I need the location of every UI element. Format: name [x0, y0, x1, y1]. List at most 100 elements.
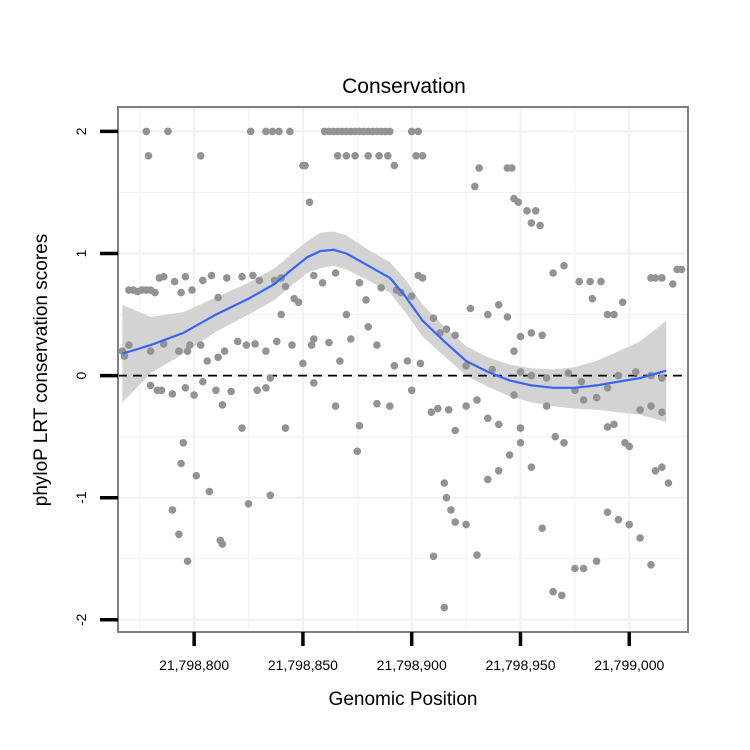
data-point	[181, 272, 190, 281]
data-point	[331, 402, 340, 410]
data-point	[273, 337, 281, 346]
data-point	[505, 451, 514, 459]
data-point	[157, 386, 166, 395]
x-axis: 21,798,800 21,798,850 21,798,900 21,798,950…	[159, 632, 665, 673]
data-point	[484, 310, 492, 319]
data-point	[429, 552, 438, 561]
data-point	[146, 381, 155, 390]
data-point	[592, 557, 601, 565]
data-point	[651, 467, 660, 475]
data-point	[310, 335, 318, 343]
data-point	[164, 127, 172, 136]
data-point	[510, 347, 518, 356]
data-point	[538, 524, 546, 532]
data-point	[407, 127, 416, 136]
data-point	[294, 298, 303, 307]
data-point	[527, 463, 536, 472]
data-point	[603, 423, 612, 431]
data-point	[516, 368, 525, 376]
data-point	[429, 314, 438, 323]
data-point	[527, 329, 536, 337]
data-point	[442, 493, 451, 502]
data-point	[603, 310, 612, 319]
data-point	[286, 127, 294, 136]
data-point	[205, 487, 214, 496]
y-tick-label: 2	[73, 127, 89, 135]
data-point	[427, 408, 436, 417]
data-point	[168, 390, 177, 398]
data-point	[373, 399, 381, 408]
data-point	[412, 152, 420, 160]
data-point	[564, 369, 573, 378]
data-point	[610, 420, 618, 429]
data-point	[451, 518, 460, 526]
data-point	[451, 426, 460, 435]
data-point	[214, 353, 222, 362]
data-point	[588, 294, 597, 303]
data-point	[386, 127, 394, 136]
data-point	[244, 500, 253, 508]
data-point	[418, 152, 427, 160]
data-point	[190, 391, 198, 399]
data-point	[527, 219, 536, 227]
data-point	[373, 341, 381, 349]
data-point	[355, 279, 364, 287]
data-point	[451, 331, 460, 340]
data-point	[390, 362, 399, 370]
data-point	[262, 384, 270, 392]
data-point	[268, 127, 277, 136]
smooth-trend-line	[122, 248, 667, 389]
data-point	[196, 341, 205, 349]
data-point	[473, 551, 481, 559]
data-point	[523, 207, 531, 215]
x-tick-label: 21,798,800	[159, 657, 229, 673]
data-point	[170, 277, 179, 286]
data-point	[669, 280, 677, 288]
data-point	[551, 432, 560, 441]
data-point	[651, 274, 660, 282]
data-point	[447, 506, 455, 514]
chart-title: Conservation	[342, 75, 466, 98]
data-point	[494, 420, 503, 429]
data-point	[336, 357, 344, 365]
plot-border	[117, 106, 689, 633]
data-point	[351, 152, 359, 160]
data-point	[364, 323, 373, 331]
data-point	[549, 587, 557, 596]
data-point	[144, 152, 153, 160]
data-point	[253, 386, 261, 395]
data-point	[355, 421, 364, 430]
data-point	[516, 424, 525, 432]
data-point	[305, 198, 314, 206]
data-point	[440, 603, 449, 612]
data-point	[579, 564, 588, 573]
data-point	[220, 347, 229, 356]
data-point	[177, 288, 185, 297]
data-point	[199, 276, 207, 285]
data-point	[488, 365, 497, 374]
data-point	[632, 368, 640, 376]
data-point	[249, 271, 257, 280]
data-point	[214, 293, 222, 302]
data-point	[527, 371, 536, 380]
data-point	[310, 271, 318, 280]
data-point	[142, 127, 151, 136]
data-point	[377, 283, 386, 292]
data-point	[262, 347, 270, 356]
y-tick-label: -2	[73, 613, 89, 626]
data-point	[510, 391, 518, 399]
data-point	[549, 269, 557, 277]
data-point	[418, 274, 427, 282]
data-point	[251, 340, 259, 348]
data-point	[403, 357, 412, 365]
data-point	[238, 424, 246, 432]
data-point	[560, 439, 568, 447]
x-tick-label: 21,799,000	[594, 657, 664, 673]
data-point	[218, 540, 227, 548]
data-point	[238, 272, 246, 281]
data-point	[281, 424, 290, 432]
data-point	[233, 337, 242, 346]
data-point	[560, 261, 568, 270]
data-point	[542, 402, 551, 410]
data-point	[440, 479, 449, 487]
